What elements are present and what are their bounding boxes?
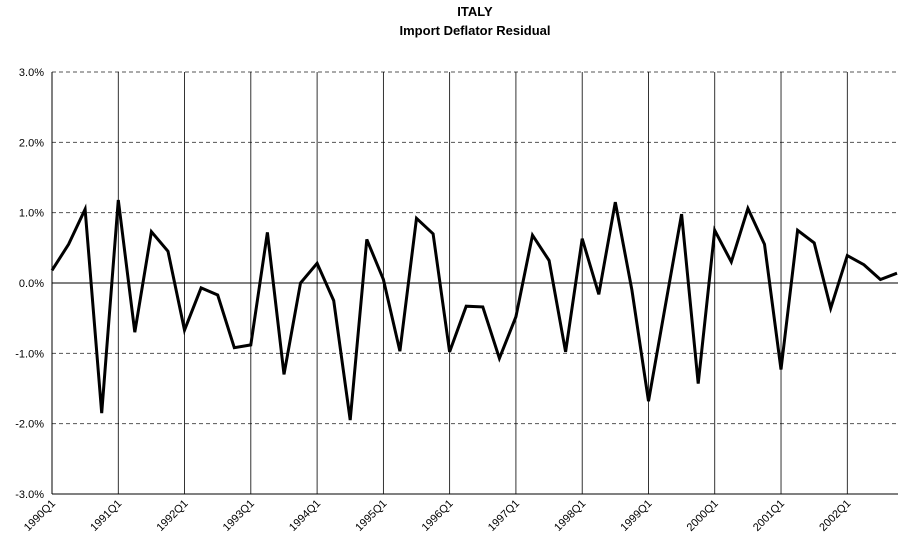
y-tick-label: -3.0% [15, 489, 44, 501]
x-tick-label: 2002Q1 [817, 498, 853, 534]
x-tick-label: 1990Q1 [22, 498, 58, 534]
x-tick-label: 1998Q1 [552, 498, 588, 534]
series-line [50, 199, 898, 421]
x-tick-label: 1997Q1 [486, 498, 522, 534]
y-tick-label: 3.0% [19, 67, 44, 79]
x-tick-label: 1999Q1 [618, 498, 654, 534]
x-tick-label: 1996Q1 [420, 498, 456, 534]
y-tick-label: 2.0% [19, 137, 44, 149]
chart-title: ITALY [457, 4, 493, 19]
y-tick-label: 1.0% [19, 208, 44, 220]
chart-subtitle: Import Deflator Residual [400, 23, 551, 38]
y-tick-label: 0.0% [19, 278, 44, 290]
x-tick-label: 1994Q1 [287, 498, 323, 534]
x-tick-label: 2000Q1 [685, 498, 721, 534]
x-tick-label: 1991Q1 [88, 498, 124, 534]
y-tick-label: -1.0% [15, 348, 44, 360]
x-tick-label: 1993Q1 [221, 498, 257, 534]
y-tick-label: -2.0% [15, 419, 44, 431]
x-tick-label: 1992Q1 [154, 498, 190, 534]
x-tick-label: 2001Q1 [751, 498, 787, 534]
x-tick-label: 1995Q1 [353, 498, 389, 534]
